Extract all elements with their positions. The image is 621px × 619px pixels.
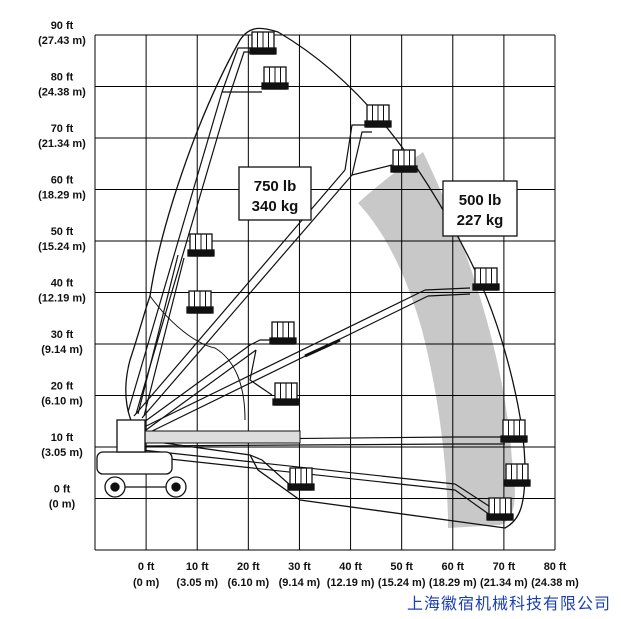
platform-basket [272,382,300,406]
y-tick-label-m: (3.05 m) [41,447,83,459]
wheel-left-hub [110,482,120,492]
y-tick-label-ft: 50 ft [51,226,74,238]
platform-basket [486,497,514,521]
y-tick-label-ft: 80 ft [51,72,74,84]
x-tick-label-ft: 70 ft [493,561,516,573]
x-tick-label-ft: 80 ft [544,561,567,573]
platform-basket [187,233,215,257]
platform-basket [287,467,315,491]
capacity-zone-500lb [358,152,515,528]
x-tick-label-ft: 10 ft [186,561,209,573]
capacity-750lb-line2: 340 kg [252,198,299,215]
x-axis-labels: 0 ft (0 m) 10 ft (3.05 m) 20 ft (6.10 m) 30 ft… [133,561,579,589]
platform-basket [269,321,297,345]
capacity-750lb-line1: 750 lb [254,178,297,195]
y-tick-label-m: (12.19 m) [38,293,86,305]
jib-short-mid [249,339,273,396]
boom-short-upper [137,254,185,417]
retracted-boom-block [142,430,301,444]
platform-basket [249,31,277,55]
dash-mark [304,338,341,358]
x-tick-label-m: (18.29 m) [429,577,477,589]
y-tick-label-ft: 0 ft [54,484,71,496]
x-tick-label-m: (3.05 m) [176,577,218,589]
chassis [96,451,173,475]
x-tick-label-m: (21.34 m) [480,577,528,589]
inner-envelope-outline [149,295,246,421]
x-tick-label-m: (9.14 m) [279,577,321,589]
y-tick-label-ft: 70 ft [51,123,74,135]
x-tick-label-m: (6.10 m) [228,577,270,589]
jib-top [221,47,262,95]
x-tick-label-ft: 0 ft [138,561,155,573]
x-tick-label-m: (15.24 m) [378,577,426,589]
x-tick-label-ft: 40 ft [339,561,362,573]
platform-baskets [186,31,531,521]
capacity-box-500lb [442,180,518,237]
platform-basket [364,104,392,128]
x-tick-label-ft: 50 ft [390,561,413,573]
y-tick-label-m: (27.43 m) [38,35,86,47]
x-tick-label-ft: 60 ft [441,561,464,573]
boom-vertical [127,91,231,415]
y-tick-label-ft: 60 ft [51,175,74,187]
y-axis-labels: 90 ft (27.43 m) 80 ft (24.38 m) 70 ft (21.34 … [38,20,86,511]
x-tick-label-ft: 20 ft [237,561,260,573]
machine-base [96,419,187,498]
jib-lower [454,483,496,516]
platform-basket [503,463,531,487]
y-tick-label-m: (9.14 m) [41,344,83,356]
x-tick-label-ft: 30 ft [288,561,311,573]
y-tick-label-ft: 10 ft [51,432,74,444]
y-tick-label-m: (0 m) [49,499,76,511]
x-tick-label-m: (12.19 m) [327,577,375,589]
turntable [116,419,146,453]
y-tick-label-ft: 90 ft [51,20,74,32]
capacity-box-750lb [238,166,312,221]
y-tick-label-m: (15.24 m) [38,241,86,253]
wheel-right-hub [171,482,181,492]
x-tick-label-m: (24.38 m) [531,577,579,589]
platform-basket [186,290,214,314]
platform-basket [500,419,528,443]
jib-upper [344,124,393,176]
company-footer: 上海徽宿机械科技有限公司 [406,594,611,613]
platform-basket [472,267,500,291]
y-tick-label-ft: 20 ft [51,381,74,393]
y-tick-label-ft: 40 ft [51,278,74,290]
y-tick-label-m: (21.34 m) [38,138,86,150]
jib-horizontal [455,436,505,445]
boom-short-mid [139,344,257,431]
platform-basket [261,66,289,90]
y-tick-label-ft: 30 ft [51,329,74,341]
jib-low [249,454,291,486]
capacity-500lb-line1: 500 lb [459,192,502,209]
y-tick-label-m: (6.10 m) [41,396,83,408]
platform-basket [390,149,418,173]
capacity-500lb-line2: 227 kg [457,212,504,229]
x-tick-label-m: (0 m) [133,577,160,589]
jib-mid [424,287,471,297]
y-tick-label-m: (18.29 m) [38,190,86,202]
boom-mid-diagonal [137,289,429,437]
y-tick-label-m: (24.38 m) [38,87,86,99]
